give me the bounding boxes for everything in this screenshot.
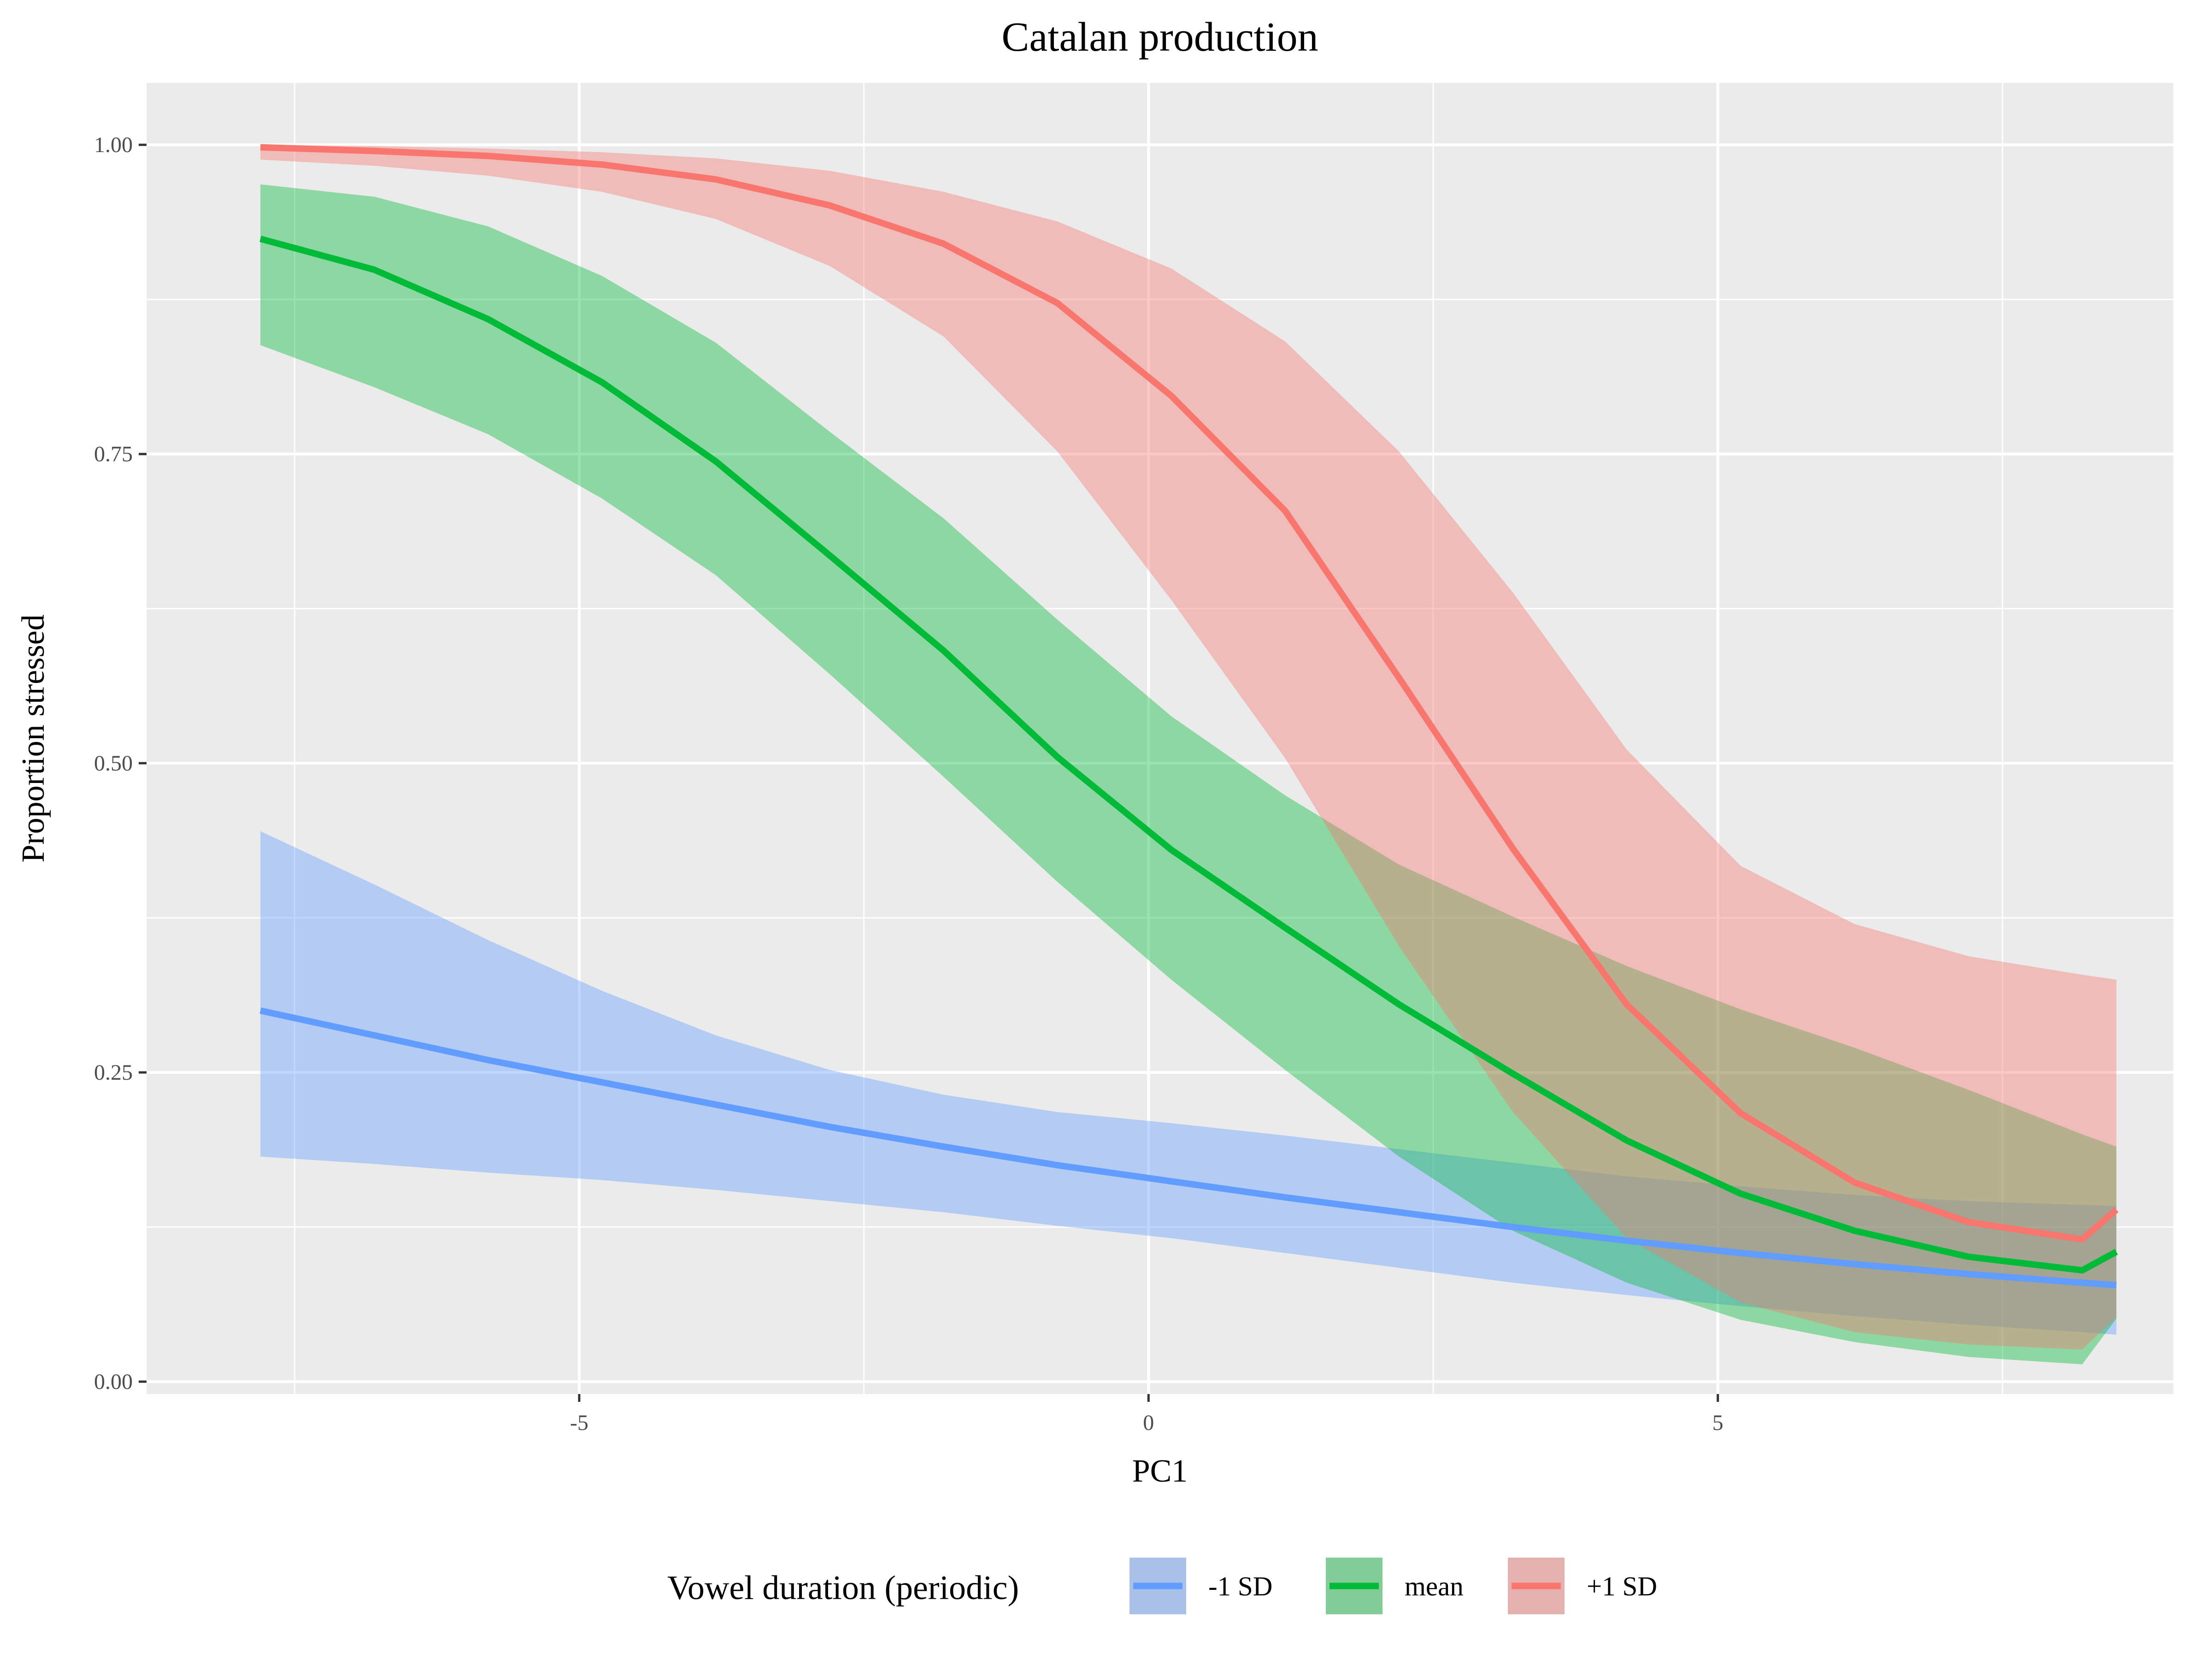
legend-title: Vowel duration (periodic)	[667, 1569, 1019, 1607]
legend-label: -1 SD	[1208, 1571, 1272, 1601]
series-line-mean	[259, 235, 2118, 1274]
series-line--1-SD	[259, 1007, 2117, 1288]
ribbon-+1-SD	[260, 145, 2117, 1350]
minor-gridlines	[147, 83, 2173, 1394]
legend: Vowel duration (periodic) -1 SD mean +1 SD	[667, 1558, 1657, 1614]
ribbon-mean	[260, 184, 2117, 1365]
legend-keys: -1 SD mean +1 SD	[1130, 1558, 1657, 1614]
x-tick-label: 5	[1712, 1411, 1724, 1435]
y-tick-label: 1.00	[94, 133, 133, 157]
x-tick-label: -5	[570, 1411, 588, 1435]
y-tick-label: 0.75	[94, 442, 133, 466]
x-tick-label: 0	[1143, 1411, 1154, 1435]
ribbon--1-SD	[260, 831, 2117, 1335]
chart-title: Catalan production	[1001, 14, 1318, 60]
plot-panel	[147, 83, 2173, 1394]
series-lines	[259, 144, 2119, 1288]
legend-label: mean	[1405, 1571, 1464, 1601]
y-axis: 0.00 0.25 0.50 0.75 1.00	[94, 133, 147, 1394]
x-axis-title: PC1	[1132, 1453, 1188, 1489]
y-tick-label: 0.00	[94, 1370, 133, 1394]
y-tick-label: 0.25	[94, 1060, 133, 1085]
y-axis-title: Proportion stressed	[16, 614, 51, 863]
confidence-ribbons	[260, 145, 2117, 1365]
y-tick-label: 0.50	[94, 751, 133, 776]
x-axis: -5 0 5	[570, 1394, 1724, 1435]
legend-label: +1 SD	[1587, 1571, 1657, 1601]
series-line-+1-SD	[260, 144, 2119, 1243]
